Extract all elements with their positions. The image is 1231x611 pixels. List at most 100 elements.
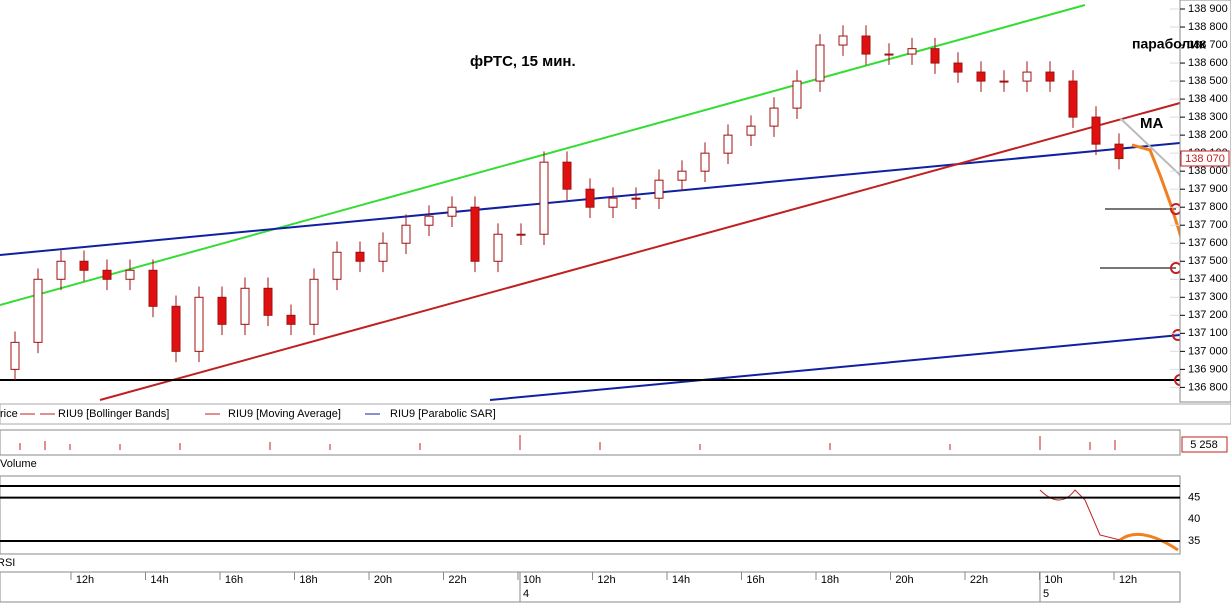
candle-body (355, 251, 365, 262)
x-tick-label: 14h (150, 574, 168, 586)
candle-body (1114, 143, 1124, 160)
candles (10, 25, 1124, 381)
x-tick-label: 16h (225, 574, 243, 586)
y-tick-label: 137 900 (1188, 183, 1228, 195)
last-price: 138 070 (1185, 153, 1225, 165)
x-tick-label: 10h (523, 574, 541, 586)
chart-title: фРТС, 15 мин. (470, 53, 576, 70)
volume-bars (19, 435, 1116, 450)
candle-body (700, 152, 710, 172)
candle-body (861, 35, 871, 55)
candle-body (654, 179, 664, 199)
candle-body (769, 107, 779, 127)
y-tick-label: 136 900 (1188, 363, 1228, 375)
trend-line (489, 334, 1181, 401)
y-tick-label: 137 800 (1188, 201, 1228, 213)
y-tick-label: 136 800 (1188, 381, 1228, 393)
rsi-axis: 35 40 45 (0, 492, 1200, 547)
y-tick-label: 137 000 (1188, 345, 1228, 357)
y-tick-label: 138 000 (1188, 165, 1228, 177)
time-axis (0, 571, 1181, 603)
candle-body (217, 296, 227, 325)
candle-body (884, 53, 894, 56)
candle-body (792, 80, 802, 109)
candle-body (194, 296, 204, 352)
candle-body (746, 125, 756, 136)
candle-body (148, 269, 158, 307)
x-tick-label: 22h (970, 574, 988, 586)
candle-body (424, 215, 434, 226)
trend-line (99, 102, 1181, 401)
ma-line (1119, 117, 1181, 176)
x-tick-label: 20h (374, 574, 392, 586)
volume-last: 5 258 (1190, 439, 1218, 451)
x-tick-label: 12h (1119, 574, 1137, 586)
y-tick-label: 138 600 (1188, 57, 1228, 69)
y-tick-label: 138 200 (1188, 129, 1228, 141)
candle-body (309, 278, 319, 325)
rsi-panel (0, 475, 1181, 555)
legend-label: RIU9 [Bollinger Bands] (58, 408, 169, 420)
legend-label: RIU9 [Moving Average] (228, 408, 341, 420)
rsi-tick-label: 35 (1188, 535, 1200, 547)
y-tick-label: 138 300 (1188, 111, 1228, 123)
candle-body (56, 260, 66, 280)
x-tick-label: 10h (1044, 574, 1062, 586)
y-tick-label: 138 500 (1188, 75, 1228, 87)
candle-body (976, 71, 986, 82)
x-tick-label: 12h (76, 574, 94, 586)
y-axis: 136 800 136 900 137 000 137 100 137 200 137 3… (1170, 3, 1228, 393)
x-tick-label: 22h (448, 574, 466, 586)
legend-label: RIU9 [Parabolic SAR] (390, 408, 496, 420)
y-tick-label: 138 900 (1188, 3, 1228, 15)
candle-body (10, 341, 20, 370)
candle-body (79, 260, 89, 271)
x-tick-label: 16h (746, 574, 764, 586)
panel-label: RSI (0, 557, 15, 569)
day-label: 5 (1043, 588, 1049, 600)
candle-body (677, 170, 687, 181)
candle-body (470, 206, 480, 262)
legend-bar (0, 403, 1231, 425)
candle-body (608, 197, 618, 208)
candle-body (1022, 71, 1032, 82)
y-tick-label: 137 300 (1188, 291, 1228, 303)
candle-body (401, 224, 411, 244)
x-tick-label: 18h (821, 574, 839, 586)
candle-body (378, 242, 388, 262)
candle-body (585, 188, 595, 208)
candle-body (815, 44, 825, 82)
y-tick-label: 137 200 (1188, 309, 1228, 321)
x-tick-label: 20h (895, 574, 913, 586)
y-tick-label: 137 400 (1188, 273, 1228, 285)
annotation: MA (1140, 115, 1163, 132)
candle-body (539, 161, 549, 235)
y-tick-label: 137 600 (1188, 237, 1228, 249)
candle-body (953, 62, 963, 73)
candle-body (631, 197, 641, 200)
x-axis: 12h 14h 16h 18h 20h 22h 10h 12h 14h 16h 18h 20h 22h 1… (70, 572, 1137, 586)
candle-body (263, 287, 273, 316)
price-axis (1179, 0, 1231, 403)
candle-body (102, 269, 112, 280)
rsi-tick-label: 40 (1188, 513, 1200, 525)
volume-panel (0, 429, 1181, 456)
day-label: 4 (523, 588, 529, 600)
candle-body (999, 80, 1009, 83)
candle-body (286, 314, 296, 325)
candle-body (1068, 80, 1078, 118)
y-tick-label: 138 800 (1188, 21, 1228, 33)
volume-box (1181, 436, 1228, 453)
trend-line (0, 4, 1086, 306)
candle-body (332, 251, 342, 280)
candle-body (723, 134, 733, 154)
candle-body (447, 206, 457, 217)
candle-body (171, 305, 181, 352)
volume-bar (19, 435, 1116, 450)
candle-body (930, 48, 940, 64)
candle-body (1091, 116, 1101, 145)
y-tick-label: 137 100 (1188, 327, 1228, 339)
candle-body (33, 278, 43, 343)
rsi-tick-label: 45 (1188, 492, 1200, 504)
